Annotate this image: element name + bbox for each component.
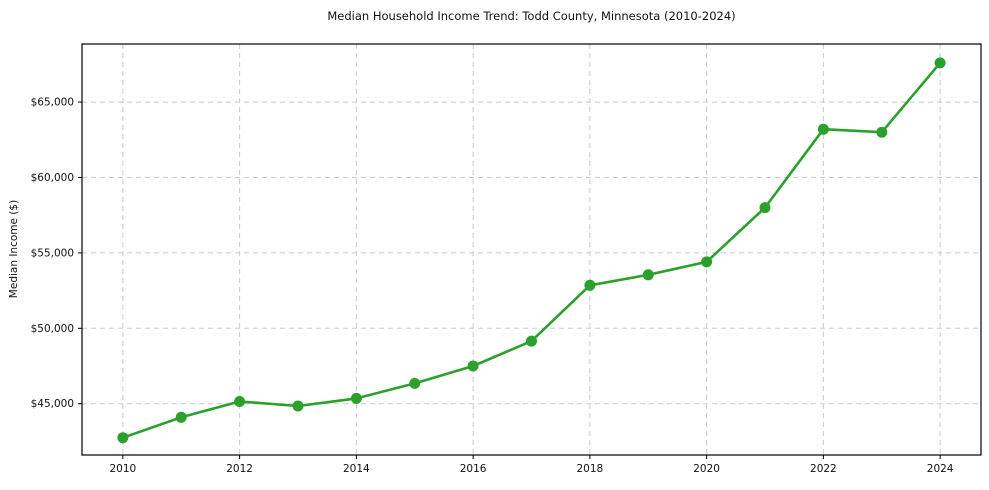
- data-point: [234, 396, 246, 407]
- data-point: [409, 377, 421, 389]
- data-point: [526, 335, 537, 347]
- x-tick-label: 2020: [693, 463, 720, 475]
- x-tick-label: 2014: [343, 463, 370, 475]
- x-tick-label: 2012: [226, 463, 253, 475]
- data-point: [701, 256, 713, 268]
- data-point: [350, 392, 362, 404]
- plot-border: [81, 43, 982, 456]
- data-point: [292, 400, 304, 412]
- trend-line: [121, 61, 942, 440]
- data-point: [759, 202, 771, 214]
- data-point: [876, 126, 888, 138]
- x-tick-label: 2024: [927, 463, 954, 475]
- chart-title: Median Household Income Trend: Todd Coun…: [327, 9, 736, 23]
- y-tick-label: $55,000: [31, 247, 74, 259]
- data-point: [117, 432, 129, 444]
- y-tick-label: $50,000: [31, 323, 74, 335]
- x-tick-label: 2022: [810, 463, 837, 475]
- data-point: [642, 269, 654, 281]
- x-tick-label: 2010: [109, 463, 136, 475]
- data-point: [817, 123, 829, 135]
- y-tick-label: $65,000: [31, 97, 74, 109]
- data-point: [175, 411, 187, 423]
- y-tick-label: $45,000: [31, 398, 74, 410]
- y-tick-label: $60,000: [31, 172, 74, 184]
- x-tick-label: 2016: [460, 463, 487, 475]
- data-point: [934, 57, 946, 69]
- data-point: [467, 360, 479, 372]
- data-point: [584, 279, 596, 291]
- x-tick-label: 2018: [577, 463, 604, 475]
